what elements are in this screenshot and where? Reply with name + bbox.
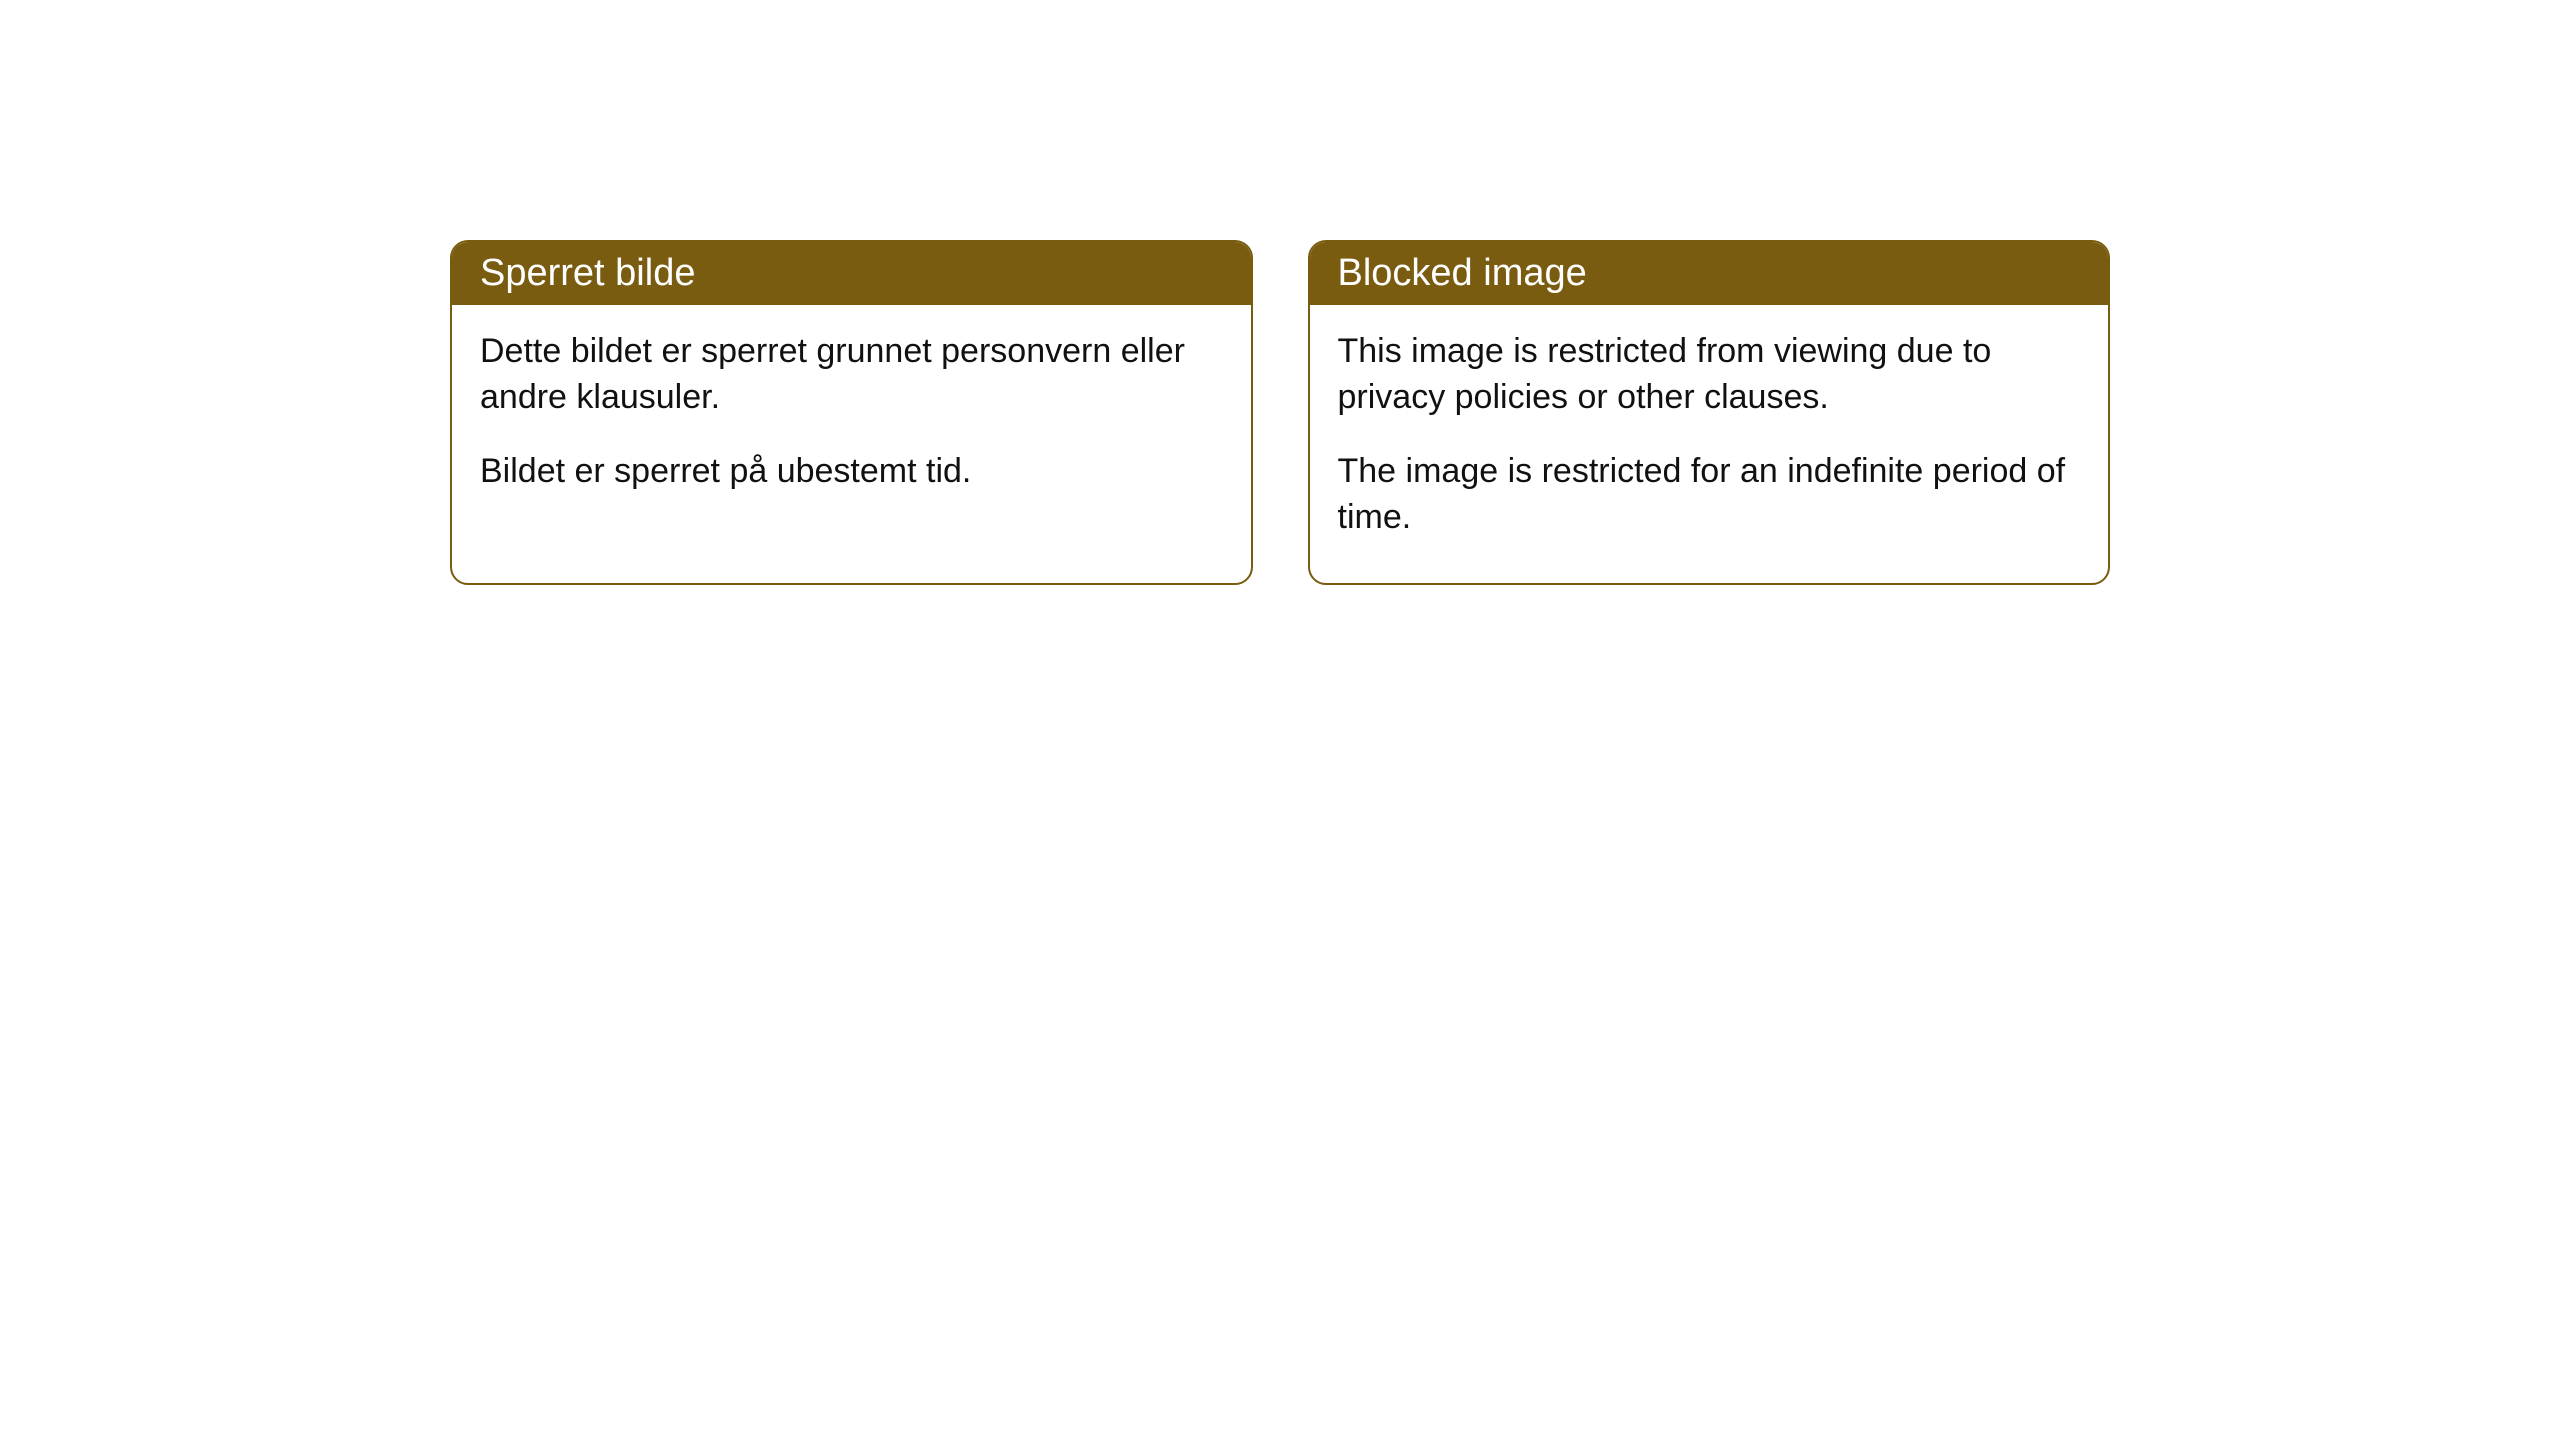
notice-cards-container: Sperret bilde Dette bildet er sperret gr…	[450, 240, 2110, 585]
notice-card-english: Blocked image This image is restricted f…	[1308, 240, 2111, 585]
card-paragraph: The image is restricted for an indefinit…	[1338, 449, 2081, 541]
card-body: Dette bildet er sperret grunnet personve…	[452, 305, 1251, 537]
card-header: Blocked image	[1310, 242, 2109, 305]
notice-card-norwegian: Sperret bilde Dette bildet er sperret gr…	[450, 240, 1253, 585]
card-paragraph: Bildet er sperret på ubestemt tid.	[480, 449, 1223, 495]
card-paragraph: Dette bildet er sperret grunnet personve…	[480, 329, 1223, 421]
card-paragraph: This image is restricted from viewing du…	[1338, 329, 2081, 421]
card-body: This image is restricted from viewing du…	[1310, 305, 2109, 583]
card-header: Sperret bilde	[452, 242, 1251, 305]
